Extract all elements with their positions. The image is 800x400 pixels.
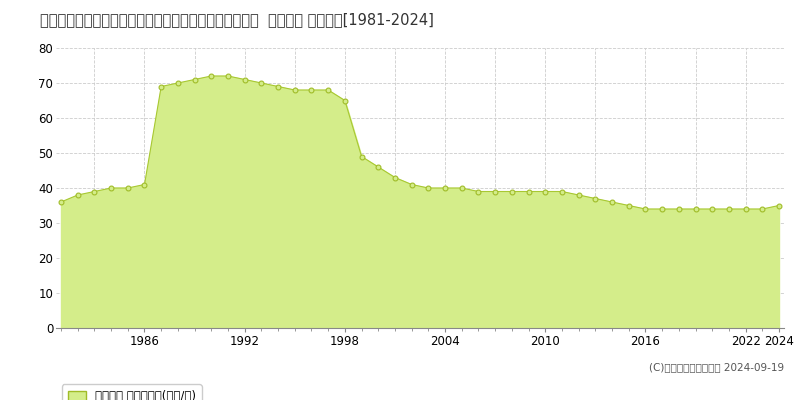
Text: (C)土地価格ドットコム 2024-09-19: (C)土地価格ドットコム 2024-09-19 [649, 362, 784, 372]
Legend: 基準地価 平均坪単価(万円/坪): 基準地価 平均坪単価(万円/坪) [62, 384, 202, 400]
Text: 東京都西多摩郡瑞穂町大字箱根ケ崎字宿東２３６５番４  基準地価 地価推移[1981-2024]: 東京都西多摩郡瑞穂町大字箱根ケ崎字宿東２３６５番４ 基準地価 地価推移[1981… [40, 12, 434, 27]
